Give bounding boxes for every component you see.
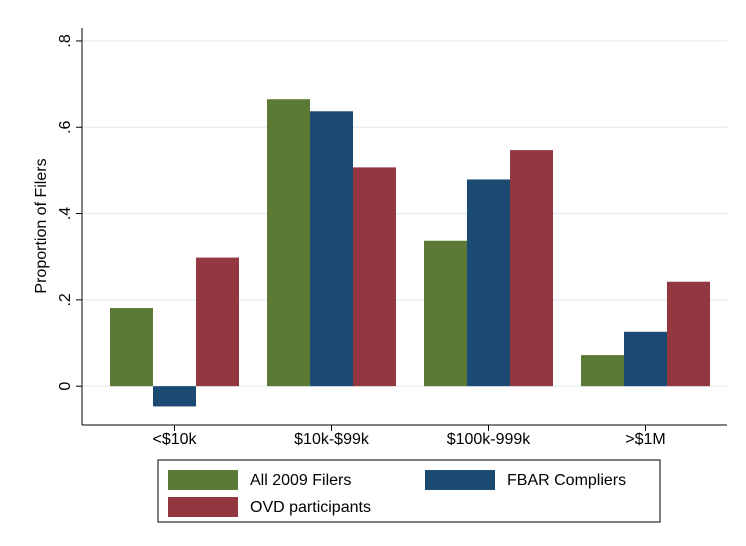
legend-swatch xyxy=(425,470,495,490)
legend-label: FBAR Compliers xyxy=(507,472,626,489)
bar xyxy=(510,150,553,387)
legend-swatch xyxy=(168,497,238,517)
bar xyxy=(110,308,153,387)
bar xyxy=(353,167,396,387)
y-axis-title: Proportion of Filers xyxy=(33,158,50,293)
y-tick-label: .6 xyxy=(57,120,74,133)
legend-label: All 2009 Filers xyxy=(250,472,351,489)
bar xyxy=(667,281,710,387)
bar xyxy=(424,240,467,387)
bar xyxy=(153,386,196,407)
x-tick-label: $100k-999k xyxy=(447,431,532,448)
bar xyxy=(467,179,510,387)
x-tick-label: >$1M xyxy=(625,431,665,448)
legend-swatch xyxy=(168,470,238,490)
legend-label: OVD participants xyxy=(250,499,371,516)
bar xyxy=(581,355,624,387)
bar xyxy=(624,331,667,387)
legend-box xyxy=(157,459,661,523)
x-tick-label: <$10k xyxy=(152,431,197,448)
bar xyxy=(267,99,310,387)
y-tick-label: .4 xyxy=(57,207,74,220)
bar xyxy=(196,257,239,387)
y-tick-label: 0 xyxy=(57,382,74,391)
x-tick-label: $10k-$99k xyxy=(294,431,370,448)
bar xyxy=(310,111,353,387)
y-tick-label: .8 xyxy=(57,34,74,47)
y-tick-label: .2 xyxy=(57,293,74,306)
